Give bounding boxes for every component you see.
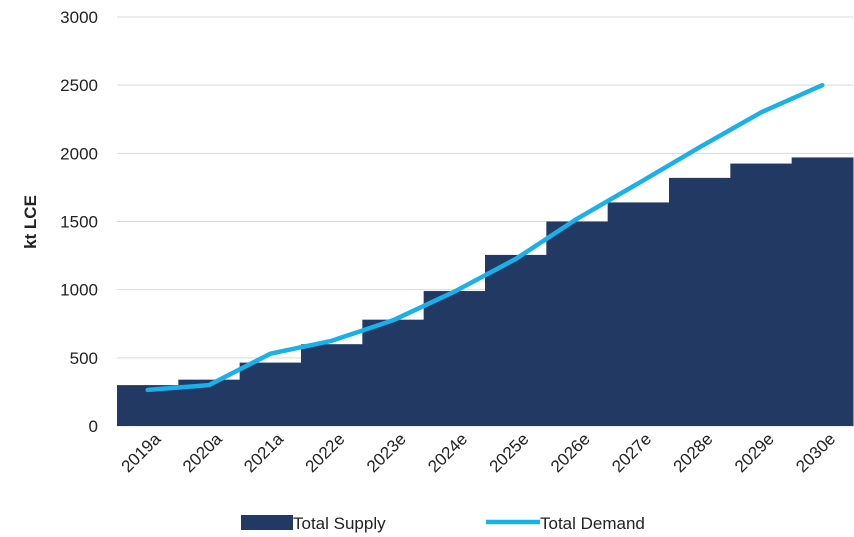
supply-bar: [669, 177, 731, 426]
supply-bar: [423, 291, 486, 426]
legend-demand-label: Total Demand: [540, 514, 645, 533]
x-tick-label: 2024e: [424, 429, 471, 476]
y-tick-label: 500: [70, 349, 98, 368]
y-axis-ticks: 0 500 1000 1500 2000 2500 3000: [60, 8, 98, 436]
x-tick-label: 2029e: [731, 429, 778, 476]
supply-bar: [485, 254, 547, 426]
supply-bar: [546, 221, 609, 426]
y-tick-label: 2000: [60, 144, 98, 163]
supply-bar: [362, 319, 425, 426]
supply-bar: [791, 157, 854, 426]
x-tick-label: 2019a: [118, 429, 165, 476]
x-tick-label: 2021a: [240, 429, 287, 476]
x-tick-label: 2022e: [302, 429, 349, 476]
x-tick-label: 2028e: [670, 429, 717, 476]
x-tick-label: 2026e: [547, 429, 594, 476]
x-tick-label: 2023e: [363, 429, 410, 476]
supply-bar: [301, 344, 363, 426]
x-tick-label: 2030e: [792, 429, 839, 476]
y-tick-label: 1500: [60, 213, 98, 232]
demand-line-group: [145, 82, 825, 393]
y-tick-label: 3000: [60, 8, 98, 27]
supply-bar: [730, 163, 793, 426]
supply-bar: [607, 202, 670, 426]
supply-bar: [239, 362, 302, 426]
demand-line: [145, 82, 825, 393]
y-tick-label: 1000: [60, 281, 98, 300]
y-tick-label: 2500: [60, 76, 98, 95]
legend-supply-swatch: [241, 515, 293, 530]
x-tick-label: 2027e: [608, 429, 655, 476]
supply-bars: [117, 157, 854, 426]
legend: Total Supply Total Demand: [241, 514, 645, 533]
y-tick-label: 0: [89, 417, 98, 436]
x-tick-label: 2025e: [486, 429, 533, 476]
x-tick-label: 2020a: [179, 429, 226, 476]
legend-supply-label: Total Supply: [293, 514, 386, 533]
y-axis-label: kt LCE: [21, 195, 40, 249]
x-axis-ticks: 2019a 2020a 2021a 2022e 2023e 2024e 2025e 2026e…: [118, 429, 840, 476]
